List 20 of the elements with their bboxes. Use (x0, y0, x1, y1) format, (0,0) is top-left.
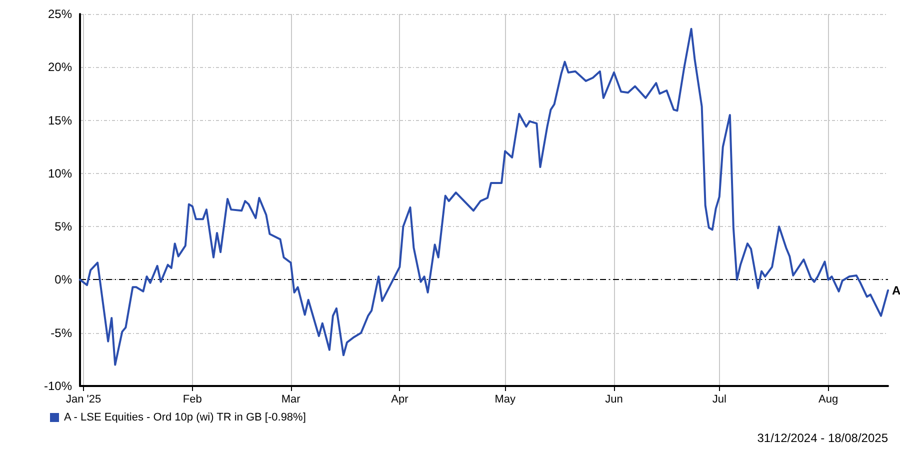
y-tick-label: 15% (48, 113, 72, 128)
annotation: A (892, 283, 900, 298)
y-tick-label: -5% (50, 326, 72, 340)
x-tick-label: Jul (712, 394, 726, 406)
x-tick-label: Mar (281, 394, 301, 406)
x-tick-label: Jun (605, 394, 623, 406)
text: 31/12/2024 - 18/08/2025 (757, 431, 888, 445)
y-tick-label: 20% (48, 60, 72, 74)
legend-label: A - LSE Equities - Ord 10p (wi) TR in GB [-0.98%] (64, 412, 306, 424)
x-tick-label: Apr (391, 394, 409, 406)
line-series (79, 28, 889, 366)
x-tick-label: Jan '25 (66, 394, 102, 406)
x-tick-label: Feb (182, 394, 202, 406)
x-tick-label: Aug (818, 394, 838, 406)
y-tick-label: 0% (54, 272, 72, 287)
y-tick-label: 5% (54, 220, 72, 234)
y-tick-label: 10% (48, 166, 72, 180)
y-tick-label: -10% (44, 379, 72, 393)
y-tick-label: 25% (48, 7, 72, 21)
x-tick-label: May (494, 394, 516, 406)
